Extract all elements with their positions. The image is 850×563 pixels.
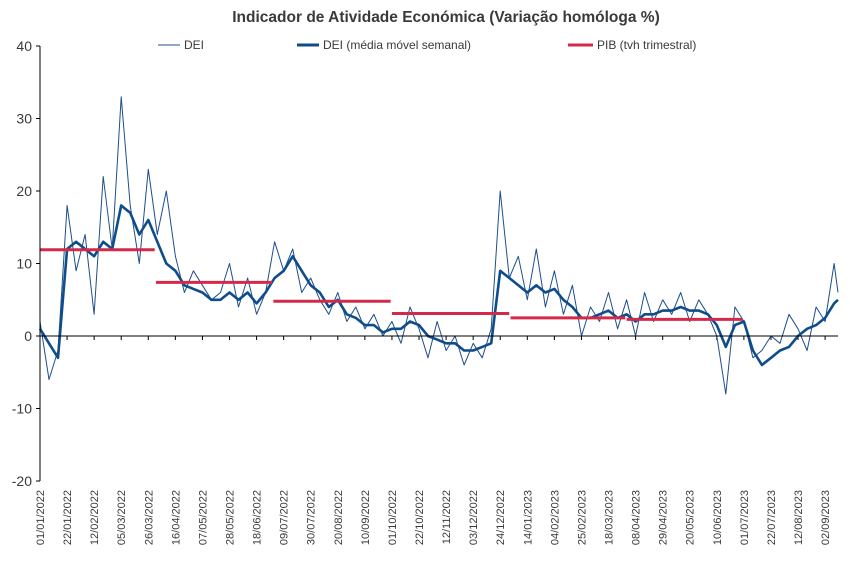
x-tick-label: 20/05/2023 [685, 490, 697, 545]
x-tick-label: 14/01/2023 [522, 490, 534, 545]
x-tick-label: 01/01/2022 [35, 490, 47, 545]
x-tick-label: 29/04/2023 [658, 490, 670, 545]
x-tick-label: 24/12/2022 [495, 490, 507, 545]
x-tick-label: 28/05/2022 [225, 490, 237, 545]
legend-label-dei: DEI [184, 38, 204, 52]
y-tick-label: 20 [16, 183, 32, 199]
x-tick-label: 25/02/2023 [576, 490, 588, 545]
x-tick-label: 22/01/2022 [62, 490, 74, 545]
y-tick-label: 0 [24, 328, 32, 344]
x-tick-label: 03/12/2022 [468, 490, 480, 545]
legend: DEI DEI (média móvel semanal) PIB (tvh t… [158, 38, 696, 52]
x-tick-label: 18/03/2023 [604, 490, 616, 545]
y-axis-ticks: -20 -10 0 10 20 30 40 [12, 38, 40, 489]
y-tick-label: -10 [12, 401, 32, 417]
y-tick-label: 40 [16, 38, 32, 54]
x-tick-label: 10/09/2022 [360, 490, 372, 545]
chart-title: Indicador de Atividade Económica (Variaç… [232, 9, 660, 26]
x-tick-label: 30/07/2022 [306, 490, 318, 545]
x-axis-ticks: 01/01/2022 22/01/2022 12/02/2022 05/03/2022… [35, 336, 832, 545]
x-tick-label: 05/03/2022 [116, 490, 128, 545]
dei-moving-average-line [38, 204, 839, 367]
x-tick-label: 02/09/2023 [820, 490, 832, 545]
x-tick-label: 26/03/2022 [143, 490, 155, 545]
x-tick-label: 20/08/2022 [333, 490, 345, 545]
x-tick-label: 22/07/2023 [766, 490, 778, 545]
x-tick-label: 09/07/2022 [279, 490, 291, 545]
x-tick-label: 10/06/2023 [712, 490, 724, 545]
legend-label-pib: PIB (tvh trimestral) [597, 38, 696, 52]
x-tick-label: 01/07/2023 [739, 490, 751, 545]
x-tick-label: 16/04/2022 [170, 490, 182, 545]
x-tick-label: 08/04/2023 [631, 490, 643, 545]
x-tick-label: 18/06/2022 [252, 490, 264, 545]
x-tick-label: 07/05/2022 [197, 490, 209, 545]
x-tick-label: 01/10/2022 [387, 490, 399, 545]
y-tick-label: 10 [16, 256, 32, 272]
x-tick-label: 12/02/2022 [89, 490, 101, 545]
x-tick-label: 22/10/2022 [414, 490, 426, 545]
y-tick-label: 30 [16, 111, 32, 127]
x-tick-label: 12/08/2023 [793, 490, 805, 545]
x-tick-label: 04/02/2023 [549, 490, 561, 545]
series-layer [38, 96, 839, 395]
y-tick-label: -20 [12, 473, 32, 489]
x-tick-label: 12/11/2022 [441, 490, 453, 544]
legend-label-dei-ma: DEI (média móvel semanal) [323, 38, 471, 52]
